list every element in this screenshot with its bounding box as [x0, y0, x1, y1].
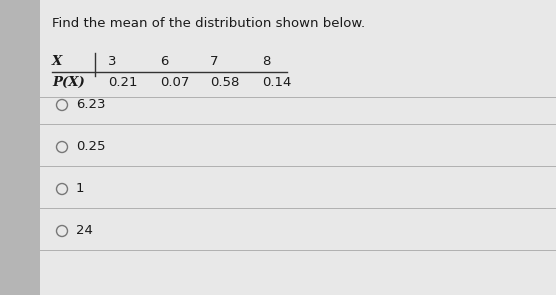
Text: 0.14: 0.14	[262, 76, 291, 89]
Text: Find the mean of the distribution shown below.: Find the mean of the distribution shown …	[52, 17, 365, 30]
Text: 6: 6	[160, 55, 168, 68]
Text: 0.58: 0.58	[210, 76, 240, 89]
Text: X: X	[52, 55, 62, 68]
Text: 1: 1	[76, 183, 85, 196]
Text: 6.23: 6.23	[76, 99, 106, 112]
Bar	[0, 0, 40, 295]
Text: 0.21: 0.21	[108, 76, 137, 89]
Text: 7: 7	[210, 55, 219, 68]
Text: 0.25: 0.25	[76, 140, 106, 153]
Text: P(X): P(X)	[52, 76, 85, 89]
Text: 0.07: 0.07	[160, 76, 190, 89]
Text: 8: 8	[262, 55, 270, 68]
Text: 24: 24	[76, 224, 93, 237]
Text: 3: 3	[108, 55, 117, 68]
